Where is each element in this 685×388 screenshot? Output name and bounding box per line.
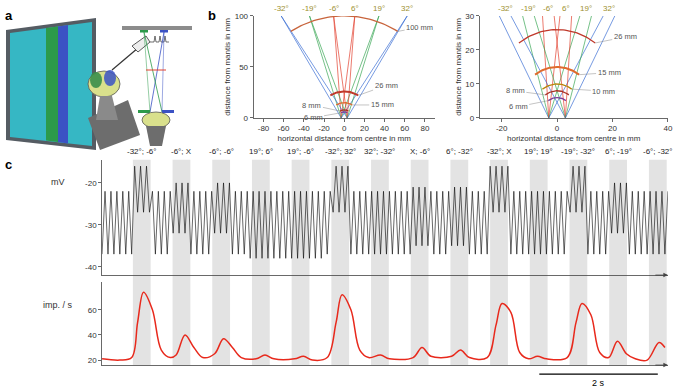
svg-text:horizontal distance from centr: horizontal distance from centre in mm bbox=[507, 134, 641, 143]
svg-text:0: 0 bbox=[470, 114, 475, 123]
svg-text:mV: mV bbox=[51, 177, 65, 187]
svg-text:40: 40 bbox=[663, 124, 672, 133]
svg-text:19°; -6°: 19°; -6° bbox=[287, 147, 314, 156]
svg-text:60: 60 bbox=[400, 124, 409, 133]
svg-text:a: a bbox=[5, 8, 13, 23]
svg-text:distance from mantis in mm: distance from mantis in mm bbox=[454, 18, 463, 116]
svg-text:-19°: -19° bbox=[521, 4, 536, 13]
svg-text:19°; 6°: 19°; 6° bbox=[249, 147, 273, 156]
svg-text:X; -6°: X; -6° bbox=[410, 147, 430, 156]
svg-text:32°: 32° bbox=[603, 4, 615, 13]
svg-text:30: 30 bbox=[465, 12, 474, 21]
svg-text:6°: 6° bbox=[351, 4, 359, 13]
svg-text:-19°: -19° bbox=[302, 4, 317, 13]
svg-text:6 mm: 6 mm bbox=[304, 113, 323, 122]
svg-text:6°: 6° bbox=[562, 4, 570, 13]
svg-text:-32°: -32° bbox=[274, 4, 289, 13]
svg-text:19°: 19° bbox=[580, 4, 592, 13]
svg-text:20: 20 bbox=[465, 46, 474, 55]
svg-text:-20: -20 bbox=[318, 124, 330, 133]
svg-text:6°; -19°: 6°; -19° bbox=[605, 147, 632, 156]
svg-text:10: 10 bbox=[465, 80, 474, 89]
svg-text:20: 20 bbox=[360, 124, 369, 133]
svg-text:40: 40 bbox=[380, 124, 389, 133]
svg-text:distance from mantis in mm: distance from mantis in mm bbox=[223, 18, 232, 116]
svg-text:6 mm: 6 mm bbox=[509, 102, 528, 111]
svg-text:0: 0 bbox=[244, 114, 249, 123]
svg-text:50: 50 bbox=[239, 63, 248, 72]
svg-text:imp. / s: imp. / s bbox=[43, 300, 73, 310]
svg-text:32°; -32°: 32°; -32° bbox=[364, 147, 395, 156]
svg-text:60: 60 bbox=[88, 306, 97, 315]
svg-text:-32°; 32°: -32°; 32° bbox=[325, 147, 356, 156]
svg-text:20: 20 bbox=[88, 356, 97, 365]
svg-text:-40: -40 bbox=[298, 124, 310, 133]
svg-text:-40: -40 bbox=[85, 263, 97, 272]
svg-text:-6°; -6°: -6°; -6° bbox=[209, 147, 234, 156]
svg-text:26 mm: 26 mm bbox=[375, 81, 398, 90]
svg-text:-19°; -32°: -19°; -32° bbox=[561, 147, 595, 156]
svg-text:-6°; -32°: -6°; -32° bbox=[643, 147, 673, 156]
svg-text:-32°; X: -32°; X bbox=[487, 147, 512, 156]
svg-text:-6°: -6° bbox=[329, 4, 339, 13]
svg-text:19°: 19° bbox=[373, 4, 385, 13]
svg-text:0: 0 bbox=[555, 124, 560, 133]
svg-text:2 s: 2 s bbox=[592, 378, 605, 388]
svg-text:-32°: -32° bbox=[498, 4, 513, 13]
svg-text:6°; -32°: 6°; -32° bbox=[446, 147, 473, 156]
svg-text:-30: -30 bbox=[85, 221, 97, 230]
svg-text:-20: -20 bbox=[496, 124, 508, 133]
svg-text:100 mm: 100 mm bbox=[406, 23, 433, 32]
svg-text:8 mm: 8 mm bbox=[506, 86, 525, 95]
svg-text:-20: -20 bbox=[85, 179, 97, 188]
svg-text:32°: 32° bbox=[401, 4, 413, 13]
svg-text:26 mm: 26 mm bbox=[614, 32, 637, 41]
svg-text:10 mm: 10 mm bbox=[592, 87, 615, 96]
svg-text:b: b bbox=[208, 8, 216, 23]
svg-text:20: 20 bbox=[608, 124, 617, 133]
svg-text:-6°; X: -6°; X bbox=[171, 147, 192, 156]
svg-text:8 mm: 8 mm bbox=[302, 101, 321, 110]
svg-text:-6°: -6° bbox=[543, 4, 553, 13]
svg-text:15 mm: 15 mm bbox=[371, 100, 394, 109]
svg-text:-80: -80 bbox=[258, 124, 270, 133]
svg-text:0: 0 bbox=[342, 124, 347, 133]
svg-text:-32°; -6°: -32°; -6° bbox=[127, 147, 157, 156]
svg-text:-60: -60 bbox=[278, 124, 290, 133]
svg-text:19°; 19°: 19°; 19° bbox=[524, 147, 553, 156]
svg-text:80: 80 bbox=[420, 124, 429, 133]
svg-text:100: 100 bbox=[235, 12, 249, 21]
svg-text:40: 40 bbox=[88, 331, 97, 340]
svg-text:15 mm: 15 mm bbox=[598, 68, 621, 77]
svg-text:c: c bbox=[5, 157, 12, 172]
svg-text:horizontal distance from centr: horizontal distance from centre in mm bbox=[278, 134, 412, 143]
